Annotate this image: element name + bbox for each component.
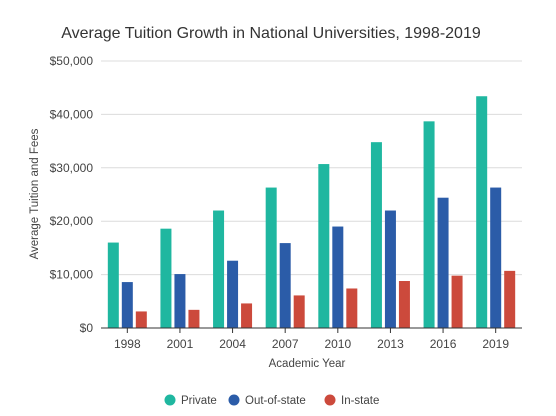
x-tick-label: 2010 — [324, 337, 351, 351]
legend-label: Private — [181, 395, 217, 407]
bar-out-of-state-2019 — [490, 187, 502, 328]
x-tick-label: 2019 — [482, 337, 509, 351]
legend-marker — [228, 394, 240, 406]
bar-in-state-2016 — [451, 275, 463, 328]
bar-private-2016 — [423, 121, 435, 328]
x-tick-label: 1998 — [114, 337, 141, 351]
gridlines — [101, 60, 522, 276]
bar-private-2019 — [476, 96, 488, 328]
bar-out-of-state-2010 — [332, 226, 344, 328]
y-tick-label: $30,000 — [50, 161, 94, 175]
bar-in-state-2004 — [241, 303, 253, 328]
bar-in-state-1998 — [135, 311, 147, 328]
legend-marker — [164, 394, 176, 406]
legend-label: In-state — [341, 395, 379, 407]
y-tick-label: $40,000 — [50, 107, 94, 121]
y-axis-label: Average Tuition and Fees — [29, 128, 41, 259]
bar-out-of-state-2001 — [174, 274, 186, 328]
legend: Private Out-of-state In-state — [164, 394, 379, 407]
bar-private-2010 — [318, 164, 330, 328]
x-tick-label: 2007 — [272, 337, 299, 351]
x-axis-ticks: 1998 2001 2004 2007 2010 2013 2016 2019 — [114, 328, 509, 351]
x-tick-label: 2013 — [377, 337, 404, 351]
bar-in-state-2010 — [346, 288, 358, 328]
bar-out-of-state-2004 — [227, 260, 239, 328]
y-tick-label: $20,000 — [50, 214, 94, 228]
legend-marker — [324, 394, 336, 406]
bar-out-of-state-2016 — [437, 197, 449, 328]
chart-title: Average Tuition Growth in National Unive… — [61, 25, 481, 42]
bar-in-state-2019 — [504, 270, 516, 328]
y-tick-label: $50,000 — [50, 54, 94, 68]
bar-out-of-state-1998 — [121, 282, 133, 328]
bar-private-2001 — [160, 228, 172, 328]
bars — [107, 96, 516, 328]
bar-private-2007 — [265, 187, 277, 328]
bar-in-state-2007 — [293, 295, 305, 328]
bar-in-state-2001 — [188, 309, 200, 328]
bar-in-state-2013 — [398, 281, 410, 328]
x-tick-label: 2001 — [167, 337, 194, 351]
bar-private-1998 — [107, 242, 119, 328]
y-tick-label: $10,000 — [50, 268, 94, 282]
bar-private-2013 — [370, 142, 382, 328]
bar-private-2004 — [213, 210, 225, 328]
legend-label: Out-of-state — [245, 395, 306, 407]
y-axis-ticks: $0 $10,000 $20,000 $30,000 $40,000 $50,000 — [50, 54, 94, 335]
y-tick-label: $0 — [80, 321, 94, 335]
bar-out-of-state-2013 — [384, 210, 396, 328]
x-axis-label: Academic Year — [269, 358, 346, 370]
x-tick-label: 2016 — [430, 337, 457, 351]
x-tick-label: 2004 — [219, 337, 246, 351]
bar-out-of-state-2007 — [279, 243, 291, 328]
